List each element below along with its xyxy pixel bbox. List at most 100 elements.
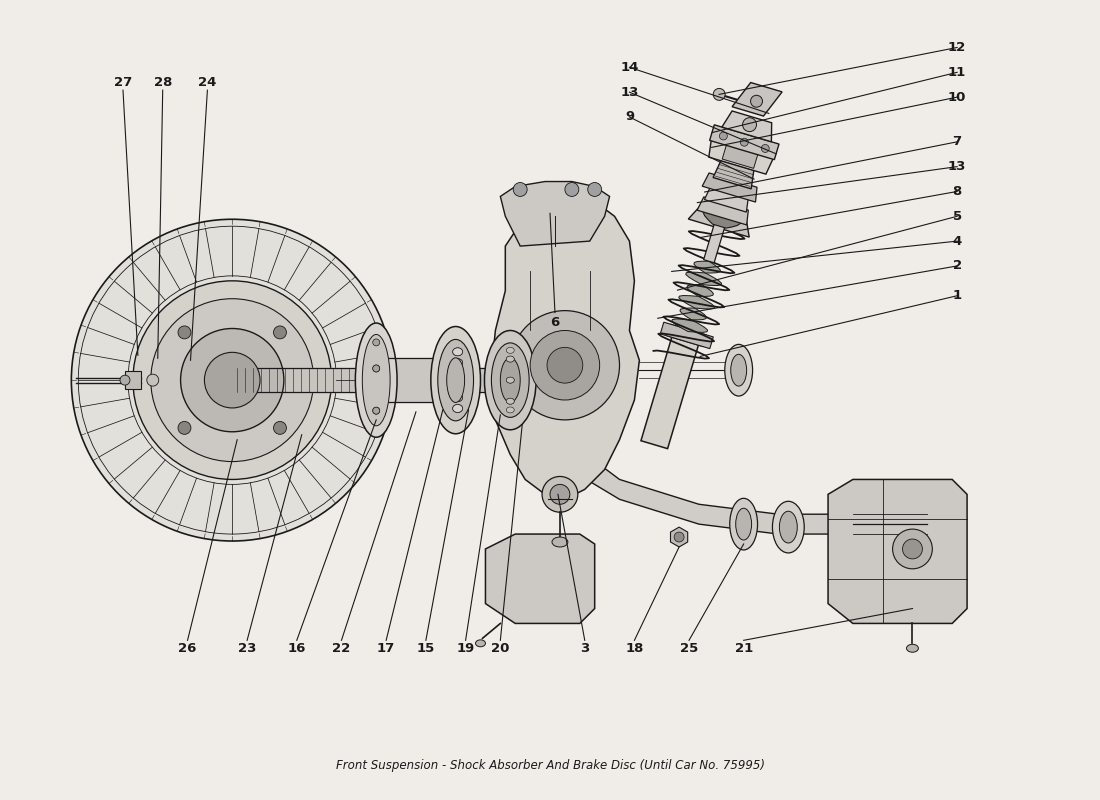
Ellipse shape: [506, 377, 514, 383]
Polygon shape: [485, 534, 595, 623]
Text: 19: 19: [456, 642, 475, 654]
Circle shape: [146, 374, 158, 386]
Polygon shape: [723, 143, 758, 168]
Text: 24: 24: [198, 76, 217, 89]
Text: 15: 15: [417, 642, 434, 654]
Text: 7: 7: [953, 135, 961, 148]
Ellipse shape: [355, 323, 397, 438]
Polygon shape: [667, 324, 706, 346]
Ellipse shape: [373, 365, 380, 372]
Text: 17: 17: [377, 642, 395, 654]
Circle shape: [72, 219, 393, 541]
Text: 11: 11: [948, 66, 966, 78]
Text: 13: 13: [948, 160, 966, 173]
Polygon shape: [697, 197, 748, 225]
Polygon shape: [672, 319, 707, 332]
Ellipse shape: [492, 343, 529, 418]
Ellipse shape: [729, 498, 758, 550]
Ellipse shape: [506, 398, 514, 404]
Ellipse shape: [453, 348, 463, 356]
Circle shape: [892, 529, 933, 569]
Polygon shape: [550, 425, 852, 534]
Circle shape: [133, 281, 331, 479]
Ellipse shape: [506, 356, 514, 362]
Polygon shape: [704, 186, 748, 212]
Text: 10: 10: [948, 90, 966, 104]
Circle shape: [178, 422, 191, 434]
Polygon shape: [530, 335, 590, 425]
Ellipse shape: [500, 358, 520, 402]
Circle shape: [180, 329, 284, 432]
Text: 13: 13: [620, 86, 639, 98]
Ellipse shape: [906, 644, 918, 652]
Text: 1: 1: [953, 290, 961, 302]
Ellipse shape: [453, 358, 463, 366]
Ellipse shape: [506, 398, 514, 404]
Polygon shape: [708, 137, 774, 174]
Polygon shape: [722, 111, 772, 142]
Circle shape: [742, 118, 757, 132]
Ellipse shape: [453, 358, 463, 366]
Polygon shape: [641, 331, 700, 449]
Circle shape: [178, 326, 191, 339]
Polygon shape: [702, 173, 757, 202]
Ellipse shape: [453, 394, 463, 402]
Circle shape: [550, 485, 570, 504]
Circle shape: [120, 375, 130, 385]
Ellipse shape: [780, 511, 798, 543]
Circle shape: [274, 326, 286, 339]
Text: 8: 8: [953, 185, 961, 198]
Circle shape: [750, 95, 762, 107]
Ellipse shape: [506, 356, 514, 362]
Polygon shape: [125, 371, 141, 389]
Ellipse shape: [506, 407, 514, 413]
Text: 3: 3: [580, 642, 590, 654]
Ellipse shape: [730, 354, 747, 386]
Text: 21: 21: [735, 642, 752, 654]
Circle shape: [510, 310, 619, 420]
Circle shape: [674, 532, 684, 542]
Text: 20: 20: [492, 642, 509, 654]
Polygon shape: [500, 182, 609, 246]
Text: 22: 22: [332, 642, 351, 654]
Ellipse shape: [736, 508, 751, 540]
Text: 2: 2: [953, 259, 961, 273]
Text: 6: 6: [550, 316, 560, 329]
Ellipse shape: [506, 377, 514, 383]
Ellipse shape: [484, 330, 536, 430]
Text: 14: 14: [620, 61, 639, 74]
Text: 12: 12: [948, 41, 966, 54]
Ellipse shape: [453, 405, 463, 413]
Ellipse shape: [373, 339, 380, 346]
Polygon shape: [828, 479, 967, 623]
Polygon shape: [689, 206, 749, 237]
Polygon shape: [694, 262, 720, 273]
Polygon shape: [710, 125, 779, 160]
Circle shape: [761, 145, 769, 153]
Circle shape: [902, 539, 923, 559]
Circle shape: [274, 422, 286, 434]
Circle shape: [587, 182, 602, 197]
Ellipse shape: [475, 640, 485, 646]
Ellipse shape: [453, 405, 463, 413]
Polygon shape: [660, 322, 713, 349]
Ellipse shape: [431, 326, 481, 434]
Circle shape: [514, 182, 527, 197]
Ellipse shape: [373, 365, 380, 372]
Text: 26: 26: [178, 642, 197, 654]
Text: 16: 16: [287, 642, 306, 654]
Polygon shape: [679, 295, 715, 309]
Circle shape: [151, 298, 314, 462]
Polygon shape: [713, 159, 755, 189]
Ellipse shape: [453, 348, 463, 356]
Polygon shape: [491, 197, 639, 499]
Circle shape: [713, 89, 725, 100]
Ellipse shape: [453, 376, 463, 384]
Text: 18: 18: [625, 642, 644, 654]
Polygon shape: [733, 82, 782, 116]
Ellipse shape: [552, 537, 568, 547]
Text: 28: 28: [154, 76, 172, 89]
Text: 25: 25: [680, 642, 698, 654]
Ellipse shape: [447, 358, 464, 402]
Circle shape: [530, 330, 600, 400]
